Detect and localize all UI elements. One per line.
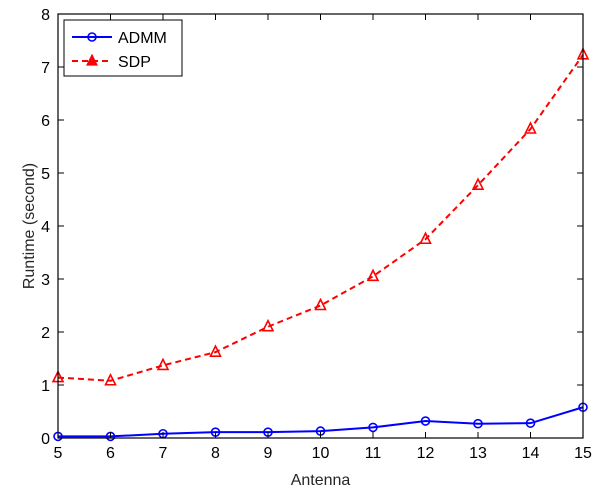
y-tick-label-6: 6 bbox=[41, 113, 50, 130]
y-axis-label: Runtime (second) bbox=[21, 163, 38, 289]
x-tick-label-11: 11 bbox=[365, 445, 382, 462]
x-tick-label-12: 12 bbox=[417, 445, 435, 462]
x-tick-label-15: 15 bbox=[574, 445, 592, 462]
y-tick-label-0: 0 bbox=[41, 431, 50, 448]
x-axis-label: Antenna bbox=[291, 472, 351, 489]
y-tick-label-8: 8 bbox=[41, 7, 50, 24]
legend-label-admm: ADMM bbox=[118, 30, 167, 47]
x-tick-label-7: 7 bbox=[159, 445, 168, 462]
y-tick-label-3: 3 bbox=[41, 272, 50, 289]
legend-label-sdp: SDP bbox=[118, 54, 151, 71]
y-tick-label-7: 7 bbox=[41, 60, 50, 77]
x-tick-label-9: 9 bbox=[264, 445, 273, 462]
x-tick-label-13: 13 bbox=[469, 445, 487, 462]
x-tick-label-6: 6 bbox=[106, 445, 115, 462]
y-tick-label-2: 2 bbox=[41, 325, 50, 342]
x-tick-label-10: 10 bbox=[312, 445, 330, 462]
plot-area bbox=[58, 14, 583, 438]
y-tick-label-1: 1 bbox=[41, 378, 50, 395]
y-tick-label-5: 5 bbox=[41, 166, 50, 183]
x-tick-label-5: 5 bbox=[54, 445, 63, 462]
y-tick-label-4: 4 bbox=[41, 219, 50, 236]
x-tick-label-14: 14 bbox=[522, 445, 540, 462]
x-tick-label-8: 8 bbox=[211, 445, 220, 462]
